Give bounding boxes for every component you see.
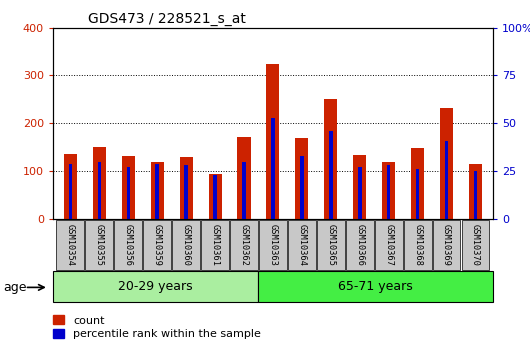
Text: GSM10356: GSM10356 [123, 224, 132, 266]
Bar [354, 155, 366, 219]
Bar [474, 171, 478, 219]
Bar [324, 99, 337, 219]
Bar [98, 161, 101, 219]
Text: GSM10368: GSM10368 [413, 224, 422, 266]
Bar [180, 157, 192, 219]
Text: GDS473 / 228521_s_at: GDS473 / 228521_s_at [88, 12, 246, 26]
FancyBboxPatch shape [172, 220, 200, 270]
Bar [271, 118, 275, 219]
Bar [382, 161, 395, 219]
Bar [209, 174, 222, 219]
FancyBboxPatch shape [201, 220, 229, 270]
Text: GSM10369: GSM10369 [442, 224, 451, 266]
Bar [416, 169, 419, 219]
Text: 20-29 years: 20-29 years [118, 280, 193, 293]
FancyBboxPatch shape [57, 220, 84, 270]
Text: 65-71 years: 65-71 years [338, 280, 413, 293]
Bar [329, 131, 332, 219]
FancyBboxPatch shape [259, 271, 493, 302]
Bar [387, 166, 391, 219]
Bar [127, 167, 130, 219]
Bar [411, 148, 424, 219]
FancyBboxPatch shape [404, 220, 431, 270]
Text: GSM10355: GSM10355 [95, 224, 104, 266]
FancyBboxPatch shape [114, 220, 142, 270]
FancyBboxPatch shape [288, 220, 316, 270]
Bar [214, 175, 217, 219]
Text: GSM10365: GSM10365 [326, 224, 335, 266]
Bar [184, 166, 188, 219]
Text: GSM10361: GSM10361 [210, 224, 219, 266]
Text: GSM10354: GSM10354 [66, 224, 75, 266]
Bar [242, 161, 246, 219]
Legend: count, percentile rank within the sample: count, percentile rank within the sample [53, 315, 261, 339]
FancyBboxPatch shape [259, 220, 287, 270]
Bar [68, 164, 72, 219]
FancyBboxPatch shape [462, 220, 489, 270]
Bar [267, 63, 279, 219]
FancyBboxPatch shape [375, 220, 403, 270]
Text: GSM10366: GSM10366 [355, 224, 364, 266]
Bar [151, 161, 164, 219]
FancyBboxPatch shape [143, 220, 171, 270]
Text: GSM10370: GSM10370 [471, 224, 480, 266]
FancyBboxPatch shape [53, 271, 259, 302]
Bar [300, 156, 304, 219]
FancyBboxPatch shape [85, 220, 113, 270]
Bar [469, 164, 482, 219]
Text: age: age [4, 281, 27, 294]
FancyBboxPatch shape [346, 220, 374, 270]
Bar [237, 137, 251, 219]
Text: GSM10363: GSM10363 [269, 224, 277, 266]
Text: GSM10360: GSM10360 [182, 224, 191, 266]
FancyBboxPatch shape [317, 220, 344, 270]
Bar [445, 140, 448, 219]
Bar [93, 147, 106, 219]
Text: GSM10362: GSM10362 [240, 224, 249, 266]
FancyBboxPatch shape [432, 220, 461, 270]
Text: GSM10364: GSM10364 [297, 224, 306, 266]
Text: GSM10367: GSM10367 [384, 224, 393, 266]
Bar [295, 138, 308, 219]
Bar [358, 167, 361, 219]
Bar [440, 108, 453, 219]
FancyBboxPatch shape [230, 220, 258, 270]
Bar [155, 164, 159, 219]
Text: GSM10359: GSM10359 [153, 224, 162, 266]
Bar [122, 156, 135, 219]
Bar [64, 155, 77, 219]
